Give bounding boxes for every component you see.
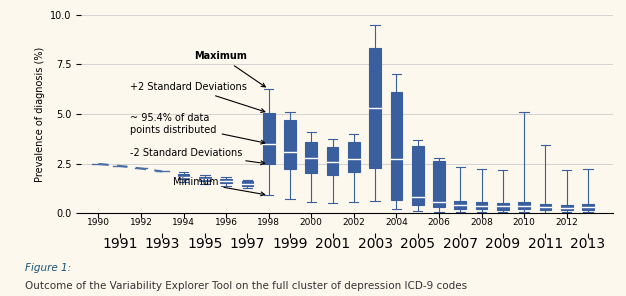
Text: Maximum: Maximum bbox=[194, 52, 265, 87]
Bar bbox=[454, 201, 466, 209]
Bar bbox=[199, 177, 211, 181]
Bar bbox=[412, 146, 424, 205]
Bar bbox=[220, 179, 232, 183]
Text: +2 Standard Deviations: +2 Standard Deviations bbox=[130, 82, 265, 112]
Bar bbox=[178, 174, 190, 179]
Bar bbox=[561, 205, 573, 210]
Text: Minimum: Minimum bbox=[173, 177, 265, 196]
Bar bbox=[497, 203, 509, 210]
Text: ~ 95.4% of data
points distributed: ~ 95.4% of data points distributed bbox=[130, 113, 265, 144]
Bar bbox=[476, 202, 488, 209]
Text: Outcome of the Variability Explorer Tool on the full cluster of depression ICD-9: Outcome of the Variability Explorer Tool… bbox=[25, 281, 467, 291]
Y-axis label: Prevalence of diagnosis (%): Prevalence of diagnosis (%) bbox=[34, 46, 44, 181]
Bar bbox=[518, 202, 530, 209]
Bar bbox=[582, 205, 594, 210]
Bar bbox=[348, 142, 360, 173]
Bar bbox=[540, 204, 552, 210]
Bar bbox=[369, 48, 381, 168]
Bar bbox=[433, 160, 445, 207]
Bar bbox=[284, 120, 296, 170]
Bar bbox=[391, 92, 403, 200]
Bar bbox=[327, 147, 339, 176]
Bar bbox=[305, 142, 317, 173]
Text: -2 Standard Deviations: -2 Standard Deviations bbox=[130, 148, 265, 165]
Bar bbox=[242, 181, 254, 186]
Bar bbox=[263, 113, 275, 164]
Text: Figure 1:: Figure 1: bbox=[25, 263, 71, 274]
